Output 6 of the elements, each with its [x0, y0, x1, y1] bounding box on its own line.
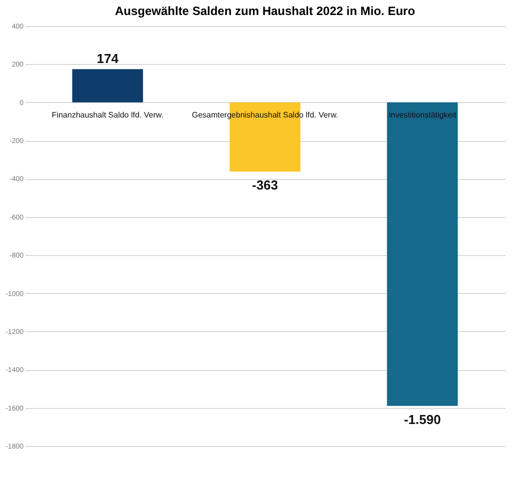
x-tick-label: Finanzhaushalt Saldo lfd. Verw.	[52, 110, 164, 120]
data-label: -1.590	[404, 412, 441, 427]
x-tick-label: Investitionstätigkeit	[388, 110, 457, 120]
data-label: 174	[96, 51, 120, 66]
data-label: -363	[252, 178, 278, 193]
chart-title: Ausgewählte Salden zum Haushalt 2022 in Mio. Euro	[114, 4, 416, 18]
